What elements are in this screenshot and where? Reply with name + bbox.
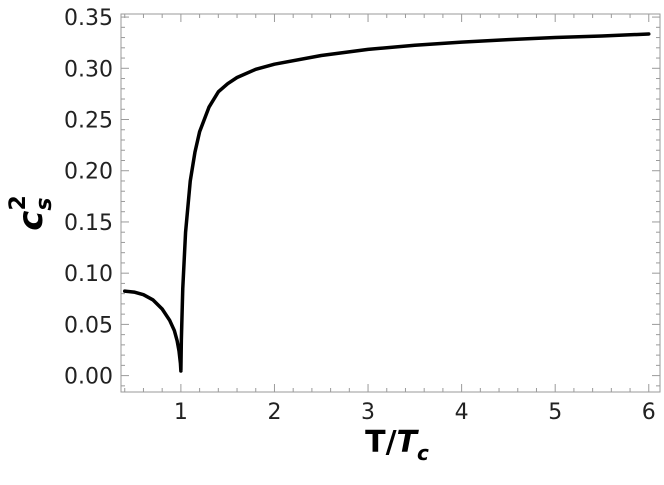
x-tick-labels: 1 2 3 4 5 6 — [174, 400, 656, 425]
y-tick-label: 0.30 — [64, 57, 113, 82]
series-line — [122, 32, 651, 373]
x-axis-title-sub: c — [417, 441, 429, 465]
y-axis-title-sub: s — [32, 198, 57, 211]
x-tick-label: 1 — [174, 400, 188, 425]
y-axis-title-base: c — [11, 211, 51, 231]
y-axis-title-sup: 2 — [6, 195, 31, 210]
plot-frame — [120, 13, 661, 393]
x-tick-label: 2 — [267, 400, 281, 425]
x-tick-label: 6 — [642, 400, 656, 425]
x-tick-label: 3 — [361, 400, 375, 425]
x-tick-label: 4 — [455, 400, 469, 425]
y-tick-label: 0.25 — [64, 109, 113, 134]
y-tick-label: 0.20 — [64, 160, 113, 185]
y-tick-label: 0.15 — [64, 211, 113, 236]
x-tick-label: 5 — [548, 400, 562, 425]
x-axis-title-italic: T — [397, 425, 420, 460]
x-axis-title-base: T/ — [365, 425, 396, 460]
y-tick-labels: 0.00 0.05 0.10 0.15 0.20 0.25 0.30 0.35 — [64, 6, 113, 390]
y-tick-label: 0.35 — [64, 6, 113, 31]
y-tick-label: 0.00 — [64, 365, 113, 390]
y-tick-label: 0.10 — [64, 262, 113, 287]
y-tick-label: 0.05 — [64, 313, 113, 338]
y-axis-title: cs2 — [6, 195, 57, 231]
tick-marks — [121, 14, 660, 392]
x-axis-title: T/Tc — [365, 425, 429, 465]
